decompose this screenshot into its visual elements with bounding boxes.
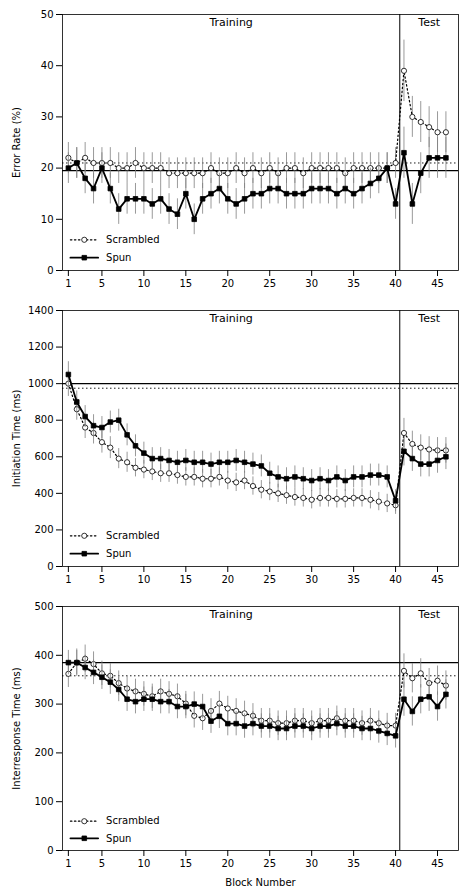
svg-text:Test: Test [417, 16, 440, 29]
svg-text:15: 15 [179, 858, 192, 869]
svg-text:5: 5 [99, 278, 105, 289]
svg-text:20: 20 [221, 858, 234, 869]
svg-text:Block Number: Block Number [225, 877, 296, 888]
svg-text:1: 1 [65, 574, 71, 585]
svg-text:45: 45 [431, 278, 444, 289]
svg-text:Training: Training [208, 608, 252, 621]
svg-text:Spun: Spun [106, 252, 131, 263]
svg-text:30: 30 [305, 858, 318, 869]
svg-text:Scrambled: Scrambled [106, 530, 159, 541]
svg-text:1: 1 [65, 278, 71, 289]
svg-text:Training: Training [208, 312, 252, 325]
svg-text:30: 30 [41, 111, 54, 122]
svg-text:20: 20 [221, 574, 234, 585]
svg-text:30: 30 [305, 278, 318, 289]
svg-text:500: 500 [34, 601, 53, 612]
svg-text:20: 20 [41, 162, 54, 173]
svg-text:1200: 1200 [28, 341, 53, 352]
svg-text:400: 400 [34, 650, 53, 661]
svg-text:400: 400 [34, 488, 53, 499]
svg-text:50: 50 [41, 9, 54, 20]
svg-text:Error Rate (%): Error Rate (%) [11, 107, 22, 178]
svg-text:Test: Test [417, 312, 440, 325]
svg-text:300: 300 [34, 698, 53, 709]
svg-text:10: 10 [138, 278, 151, 289]
svg-text:1: 1 [65, 858, 71, 869]
svg-text:10: 10 [138, 858, 151, 869]
svg-text:Spun: Spun [106, 833, 131, 844]
svg-text:45: 45 [431, 858, 444, 869]
svg-text:35: 35 [347, 858, 360, 869]
svg-text:25: 25 [263, 858, 276, 869]
svg-text:0: 0 [47, 845, 53, 856]
svg-text:Test: Test [417, 608, 440, 621]
svg-text:200: 200 [34, 747, 53, 758]
svg-text:0: 0 [47, 561, 53, 572]
svg-text:5: 5 [99, 574, 105, 585]
svg-text:15: 15 [179, 278, 192, 289]
svg-text:10: 10 [138, 574, 151, 585]
svg-text:40: 40 [389, 278, 402, 289]
svg-text:35: 35 [347, 574, 360, 585]
svg-text:0: 0 [47, 265, 53, 276]
svg-text:Scrambled: Scrambled [106, 815, 159, 826]
svg-text:45: 45 [431, 574, 444, 585]
svg-text:25: 25 [263, 278, 276, 289]
svg-text:40: 40 [389, 858, 402, 869]
svg-text:600: 600 [34, 451, 53, 462]
svg-text:Interresponse Time (ms): Interresponse Time (ms) [11, 667, 22, 789]
svg-text:1400: 1400 [28, 305, 53, 316]
svg-text:1000: 1000 [28, 378, 53, 389]
svg-text:30: 30 [305, 574, 318, 585]
svg-text:Training: Training [208, 16, 252, 29]
svg-text:40: 40 [41, 60, 54, 71]
svg-text:5: 5 [99, 858, 105, 869]
svg-text:Spun: Spun [106, 548, 131, 559]
svg-text:800: 800 [34, 414, 53, 425]
svg-text:25: 25 [263, 574, 276, 585]
svg-text:35: 35 [347, 278, 360, 289]
svg-text:15: 15 [179, 574, 192, 585]
svg-text:20: 20 [221, 278, 234, 289]
svg-text:Initiation Time (ms): Initiation Time (ms) [11, 390, 22, 488]
svg-text:10: 10 [41, 214, 54, 225]
svg-text:200: 200 [34, 524, 53, 535]
svg-text:Scrambled: Scrambled [106, 234, 159, 245]
svg-text:40: 40 [389, 574, 402, 585]
svg-text:100: 100 [34, 796, 53, 807]
